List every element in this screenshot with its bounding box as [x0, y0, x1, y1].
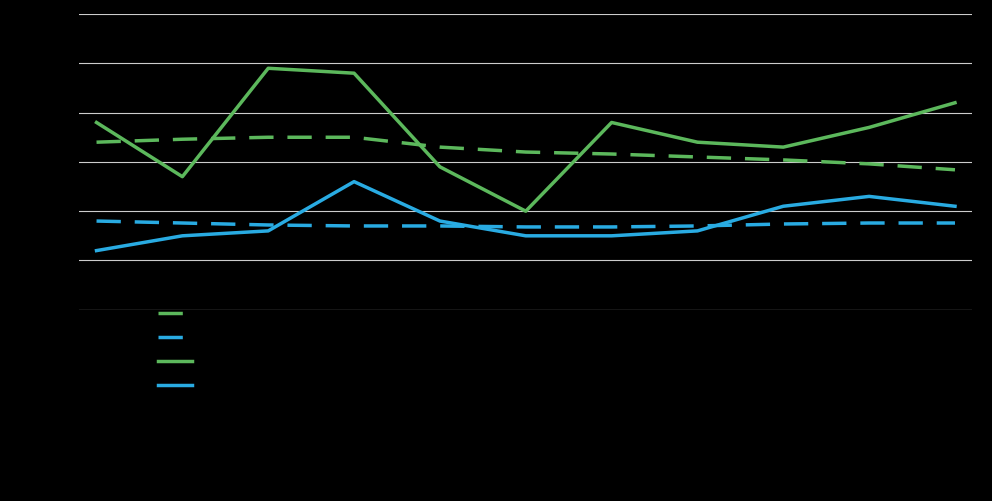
Legend: , , , : , , , — [158, 308, 196, 393]
